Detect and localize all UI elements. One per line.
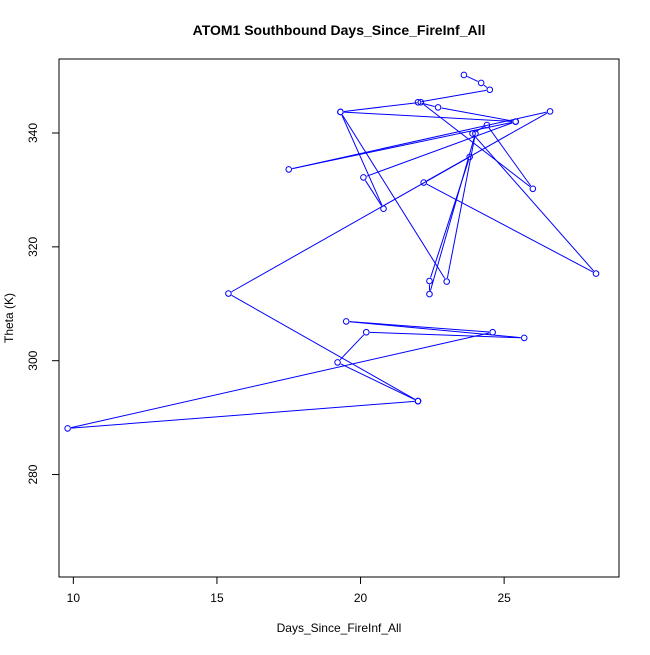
series-segment <box>364 180 382 206</box>
y-axis-label: Theta (K) <box>2 293 16 343</box>
series-segment <box>474 135 595 272</box>
x-axis-label: Days_Since_FireInf_All <box>277 621 402 635</box>
series-segment <box>339 334 365 361</box>
data-point <box>466 153 473 161</box>
data-point <box>342 318 350 325</box>
series-segment <box>466 75 479 82</box>
series-segment <box>441 107 513 122</box>
data-point <box>414 397 422 405</box>
data-point <box>285 166 293 173</box>
data-point <box>362 328 370 336</box>
data-point <box>360 174 367 181</box>
data-point <box>426 290 433 298</box>
series-segment <box>292 121 513 170</box>
data-point <box>477 79 485 87</box>
data-point <box>520 334 528 342</box>
data-point <box>420 179 428 186</box>
series-segment <box>71 400 415 429</box>
x-tick-label: 10 <box>67 591 81 605</box>
y-tick-label: 340 <box>26 123 40 143</box>
data-point <box>380 205 387 213</box>
series-layer <box>64 71 600 432</box>
data-point <box>337 108 344 116</box>
series-segment <box>369 331 521 339</box>
data-point <box>426 277 433 285</box>
series-segment <box>430 160 470 278</box>
data-point <box>434 104 442 111</box>
series-segment <box>349 321 490 333</box>
y-tick-label: 320 <box>26 237 40 257</box>
series-segment <box>344 111 513 122</box>
data-point <box>225 290 232 297</box>
x-tick-label: 20 <box>354 591 368 605</box>
series-segment <box>366 122 513 177</box>
data-point <box>417 98 425 106</box>
x-axis: 10 15 20 25 <box>67 576 511 605</box>
series-segment <box>341 114 446 279</box>
series-segment <box>488 127 532 187</box>
data-point <box>334 359 341 366</box>
x-tick-label: 25 <box>497 591 511 605</box>
data-point <box>443 278 450 285</box>
y-axis: 280 300 320 340 <box>26 123 60 485</box>
data-point <box>546 108 554 115</box>
x-tick-label: 15 <box>210 591 224 605</box>
chart-title: ATOM1 Southbound Days_Since_FireInf_All <box>193 22 486 38</box>
data-point <box>414 98 422 106</box>
data-point <box>469 130 476 137</box>
series-segment <box>429 136 475 291</box>
data-point <box>529 185 537 193</box>
series-segment <box>426 183 594 273</box>
series-segment <box>483 84 488 88</box>
series-segment <box>231 294 416 400</box>
series-segment <box>423 104 531 187</box>
data-point <box>486 86 494 94</box>
series-segment <box>292 111 547 170</box>
data-point <box>489 328 496 336</box>
series-segment <box>231 158 467 293</box>
data-point <box>483 121 491 129</box>
y-tick-label: 280 <box>26 464 40 484</box>
series-segment <box>446 137 476 279</box>
series-segment <box>341 115 383 206</box>
series-segment <box>340 363 415 400</box>
data-point <box>64 425 71 432</box>
data-point <box>460 71 468 79</box>
series-segment <box>71 332 490 429</box>
series-segment <box>343 102 418 113</box>
data-point <box>472 130 479 137</box>
data-point <box>592 270 600 277</box>
series-segment <box>421 89 487 103</box>
y-tick-label: 300 <box>26 350 40 370</box>
data-point <box>512 118 519 125</box>
